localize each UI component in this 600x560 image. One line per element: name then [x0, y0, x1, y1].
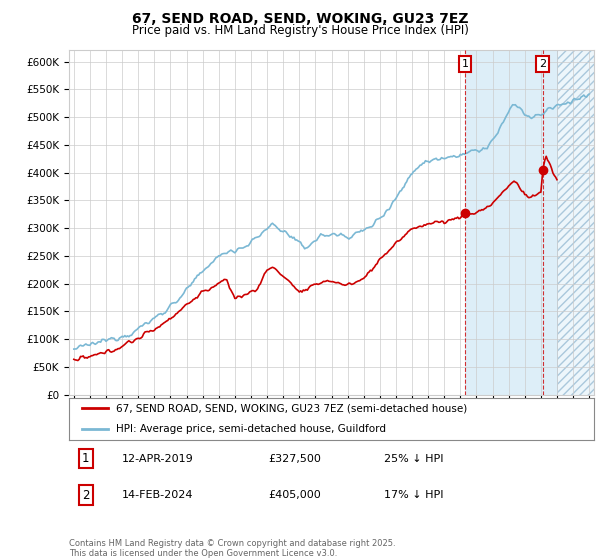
Text: 2: 2 [82, 489, 89, 502]
Text: 67, SEND ROAD, SEND, WOKING, GU23 7EZ: 67, SEND ROAD, SEND, WOKING, GU23 7EZ [132, 12, 468, 26]
Text: 17% ↓ HPI: 17% ↓ HPI [384, 490, 443, 500]
Text: 12-APR-2019: 12-APR-2019 [121, 454, 193, 464]
Text: Price paid vs. HM Land Registry's House Price Index (HPI): Price paid vs. HM Land Registry's House … [131, 24, 469, 36]
Text: HPI: Average price, semi-detached house, Guildford: HPI: Average price, semi-detached house,… [116, 424, 386, 434]
Bar [557, 50, 600, 395]
Bar [557, 50, 600, 395]
Text: 1: 1 [461, 59, 469, 69]
Text: £405,000: £405,000 [269, 490, 321, 500]
Text: 2: 2 [539, 59, 547, 69]
Bar [465, 50, 557, 395]
Text: 25% ↓ HPI: 25% ↓ HPI [384, 454, 443, 464]
Text: 67, SEND ROAD, SEND, WOKING, GU23 7EZ (semi-detached house): 67, SEND ROAD, SEND, WOKING, GU23 7EZ (s… [116, 403, 467, 413]
Text: £327,500: £327,500 [269, 454, 322, 464]
Text: 14-FEB-2024: 14-FEB-2024 [121, 490, 193, 500]
Text: Contains HM Land Registry data © Crown copyright and database right 2025.
This d: Contains HM Land Registry data © Crown c… [69, 539, 395, 558]
Text: 1: 1 [82, 452, 89, 465]
